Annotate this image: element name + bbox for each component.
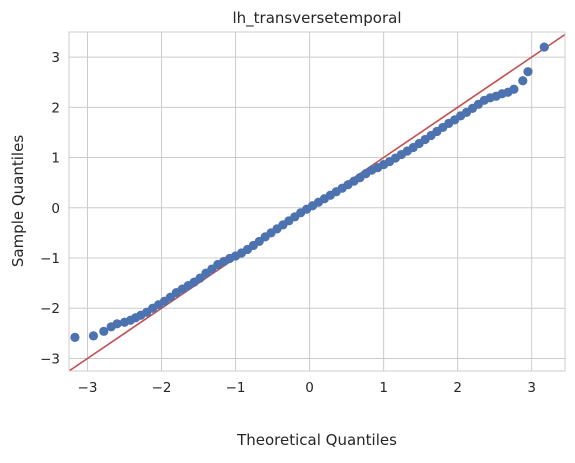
data-point bbox=[99, 326, 109, 336]
data-point bbox=[112, 319, 122, 329]
plot-frame bbox=[68, 31, 566, 372]
y-tick-label: −1 bbox=[40, 251, 60, 267]
data-point bbox=[523, 67, 533, 77]
x-tick-label: 2 bbox=[453, 380, 462, 396]
data-point bbox=[70, 332, 80, 342]
y-tick-label: 3 bbox=[51, 50, 60, 66]
y-tick-label: −3 bbox=[40, 351, 60, 367]
y-tick-labels: −3 −2 −1 0 1 2 3 bbox=[40, 50, 60, 367]
x-tick-label: 3 bbox=[527, 380, 536, 396]
y-tick-label: 0 bbox=[51, 201, 60, 217]
x-tick-label: 1 bbox=[379, 380, 388, 396]
chart-title: lh_transversetemporal bbox=[233, 9, 402, 28]
x-axis-label: Theoretical Quantiles bbox=[236, 431, 397, 449]
data-point bbox=[509, 84, 519, 94]
x-tick-label: 0 bbox=[305, 380, 314, 396]
data-points bbox=[70, 42, 549, 342]
data-point bbox=[539, 42, 549, 52]
grid bbox=[69, 32, 565, 371]
x-tick-label: −2 bbox=[152, 380, 172, 396]
x-tick-label: −3 bbox=[78, 380, 98, 396]
x-tick-label: −1 bbox=[226, 380, 246, 396]
data-point bbox=[88, 331, 99, 341]
y-axis-label: Sample Quantiles bbox=[9, 135, 27, 267]
x-tick-labels: −3 −2 −1 0 1 2 3 bbox=[78, 380, 536, 396]
data-point bbox=[518, 76, 528, 86]
y-tick-label: −2 bbox=[40, 301, 60, 317]
y-tick-label: 1 bbox=[51, 151, 60, 167]
y-tick-label: 2 bbox=[51, 100, 60, 116]
